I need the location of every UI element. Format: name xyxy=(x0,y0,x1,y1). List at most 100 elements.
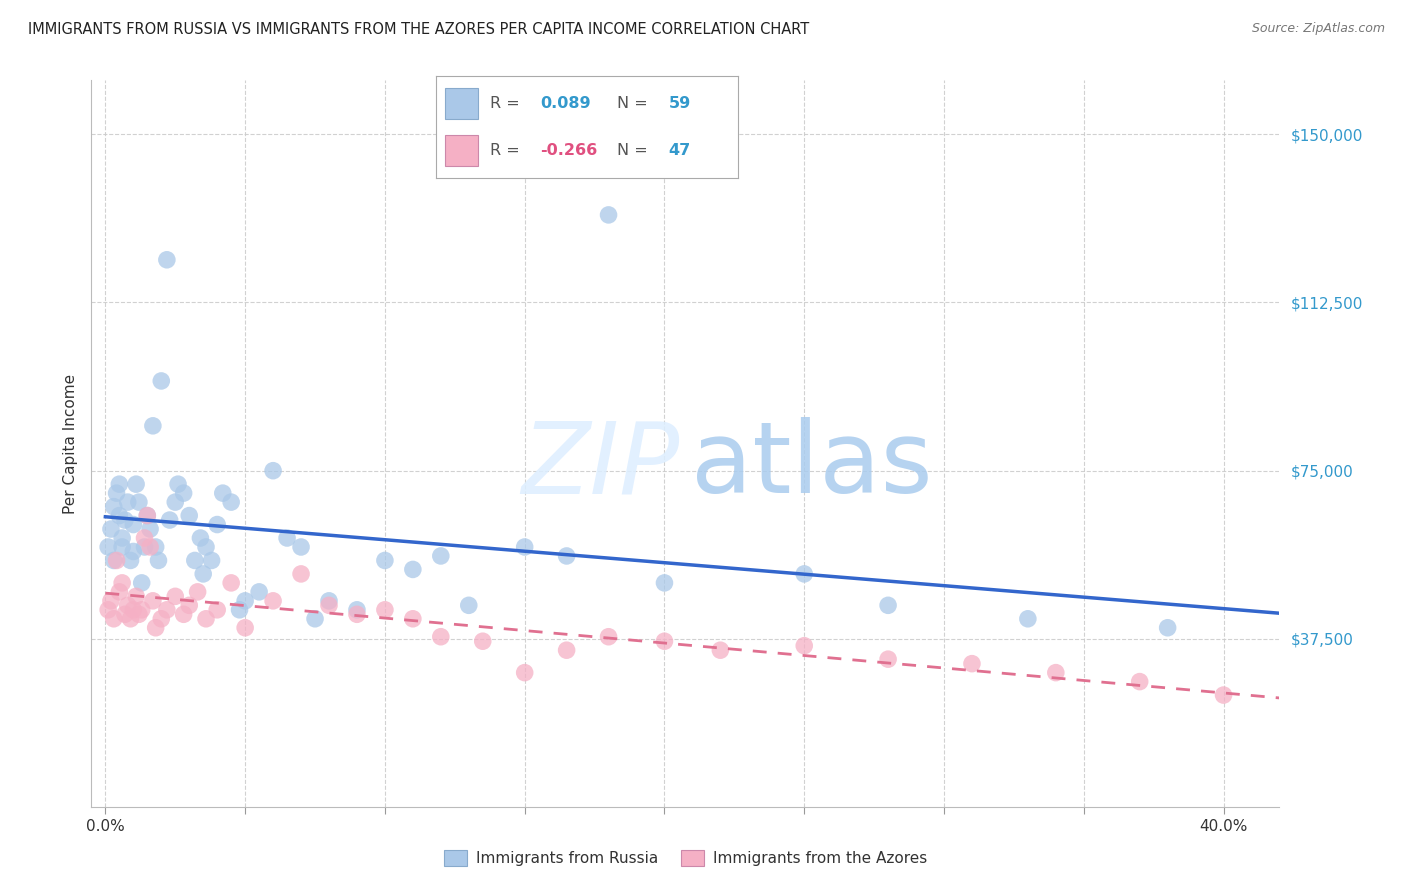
Point xyxy=(471,634,494,648)
Bar xyxy=(444,136,478,166)
Point xyxy=(1156,621,1178,635)
Point xyxy=(211,486,233,500)
Point xyxy=(165,495,187,509)
Point xyxy=(187,585,209,599)
Point xyxy=(111,575,134,590)
Point xyxy=(173,607,195,622)
Point xyxy=(555,643,578,657)
Text: 59: 59 xyxy=(669,96,690,111)
Point xyxy=(136,508,159,523)
Point xyxy=(159,513,181,527)
Point xyxy=(184,553,207,567)
Text: ZIP: ZIP xyxy=(522,417,679,514)
Point xyxy=(276,531,298,545)
Point xyxy=(131,603,153,617)
Text: atlas: atlas xyxy=(692,417,934,514)
Point xyxy=(128,607,150,622)
Point xyxy=(131,575,153,590)
Point xyxy=(139,522,162,536)
Text: 47: 47 xyxy=(669,144,690,158)
Point xyxy=(128,495,150,509)
Point xyxy=(150,612,173,626)
Point xyxy=(167,477,190,491)
Point xyxy=(125,477,148,491)
Point xyxy=(598,630,620,644)
Point xyxy=(111,540,134,554)
Point xyxy=(145,540,167,554)
Point xyxy=(374,553,396,567)
Point xyxy=(179,599,201,613)
Point xyxy=(97,540,120,554)
Point xyxy=(374,603,396,617)
Point xyxy=(457,599,479,613)
Point xyxy=(346,603,368,617)
Point xyxy=(430,549,453,563)
Point xyxy=(195,612,218,626)
Point xyxy=(877,652,900,666)
Point xyxy=(114,513,136,527)
Point xyxy=(346,607,368,622)
Text: IMMIGRANTS FROM RUSSIA VS IMMIGRANTS FROM THE AZORES PER CAPITA INCOME CORRELATI: IMMIGRANTS FROM RUSSIA VS IMMIGRANTS FRO… xyxy=(28,22,810,37)
Point xyxy=(318,594,340,608)
Point xyxy=(402,562,425,576)
Point xyxy=(120,553,142,567)
Point xyxy=(402,612,425,626)
Point xyxy=(145,621,167,635)
Point xyxy=(173,486,195,500)
Point xyxy=(156,252,179,267)
Point xyxy=(1017,612,1039,626)
Point xyxy=(142,418,165,433)
Point xyxy=(105,486,128,500)
Point xyxy=(117,495,139,509)
Point xyxy=(114,607,136,622)
Point xyxy=(108,477,131,491)
Point xyxy=(120,612,142,626)
Point xyxy=(513,665,536,680)
Point xyxy=(228,603,250,617)
Point xyxy=(100,594,122,608)
Point xyxy=(262,464,284,478)
Point xyxy=(290,540,312,554)
Point xyxy=(200,553,222,567)
Point xyxy=(122,517,145,532)
Point xyxy=(139,540,162,554)
Point xyxy=(105,553,128,567)
Point xyxy=(142,594,165,608)
Point xyxy=(122,544,145,558)
Text: Source: ZipAtlas.com: Source: ZipAtlas.com xyxy=(1251,22,1385,36)
Bar xyxy=(444,88,478,119)
Point xyxy=(1129,674,1152,689)
Point xyxy=(709,643,731,657)
Point xyxy=(165,590,187,604)
Point xyxy=(233,621,256,635)
Point xyxy=(598,208,620,222)
Point xyxy=(97,603,120,617)
Point xyxy=(290,566,312,581)
Point xyxy=(233,594,256,608)
Text: R =: R = xyxy=(491,96,526,111)
Point xyxy=(654,634,676,648)
Point xyxy=(318,599,340,613)
Y-axis label: Per Capita Income: Per Capita Income xyxy=(62,374,77,514)
Point xyxy=(205,603,228,617)
Point xyxy=(262,594,284,608)
Point xyxy=(247,585,270,599)
Point xyxy=(148,553,170,567)
Point xyxy=(195,540,218,554)
Point xyxy=(117,599,139,613)
Point xyxy=(205,517,228,532)
Point xyxy=(108,508,131,523)
Text: 0.089: 0.089 xyxy=(540,96,591,111)
Text: N =: N = xyxy=(617,96,654,111)
Point xyxy=(103,612,125,626)
Point xyxy=(793,566,815,581)
Point xyxy=(304,612,326,626)
Point xyxy=(877,599,900,613)
Point xyxy=(960,657,983,671)
Point xyxy=(103,500,125,514)
Point xyxy=(103,553,125,567)
Point xyxy=(219,495,242,509)
Point xyxy=(1212,688,1234,702)
Point xyxy=(793,639,815,653)
Point xyxy=(108,585,131,599)
